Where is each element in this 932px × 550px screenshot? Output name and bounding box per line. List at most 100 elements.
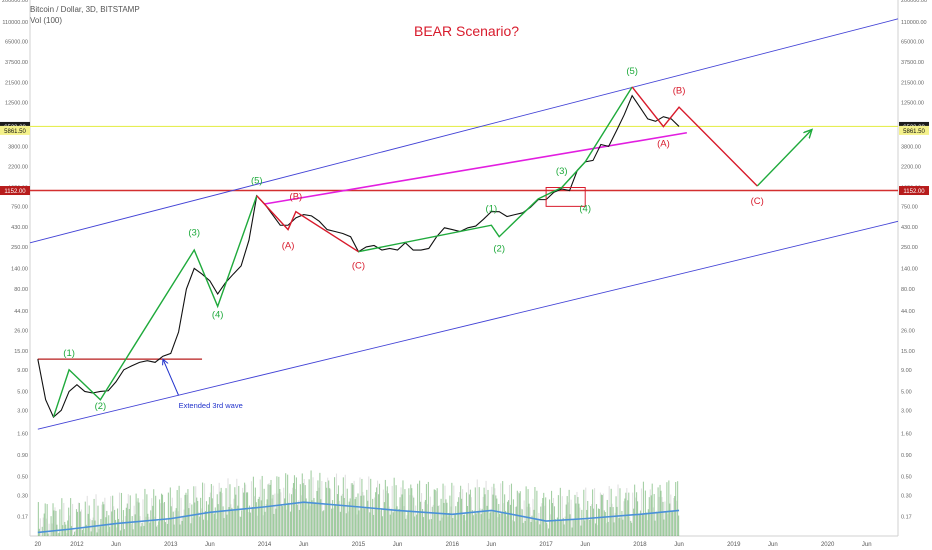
volume-bar bbox=[470, 497, 472, 536]
volume-bar bbox=[150, 510, 152, 536]
volume-bar bbox=[280, 492, 282, 536]
volume-bar bbox=[536, 490, 538, 536]
volume-bar bbox=[600, 494, 602, 536]
volume-bar bbox=[475, 513, 477, 536]
x-tick-label: Jun bbox=[674, 542, 684, 548]
y-tick-label-left: 5.00 bbox=[17, 389, 28, 395]
volume-bar bbox=[605, 523, 607, 536]
volume-bar bbox=[398, 508, 400, 536]
volume-bar bbox=[72, 503, 74, 536]
volume-bar bbox=[91, 520, 93, 536]
volume-bar bbox=[219, 491, 221, 536]
volume-bar bbox=[215, 518, 217, 536]
volume-bar bbox=[99, 526, 101, 536]
y-tick-label-left: 65000.00 bbox=[5, 40, 28, 46]
volume-bar bbox=[57, 533, 59, 536]
volume-bar bbox=[473, 510, 475, 536]
volume-bar bbox=[260, 500, 262, 536]
volume-bar bbox=[510, 483, 513, 536]
volume-bar bbox=[647, 509, 649, 536]
y-tick-label-right: 3.00 bbox=[901, 408, 912, 414]
y-tick-label-left: 0.50 bbox=[17, 475, 28, 481]
volume-bar bbox=[654, 520, 656, 536]
volume-bar bbox=[334, 504, 337, 536]
volume-bar bbox=[446, 502, 448, 536]
volume-bar bbox=[329, 488, 331, 536]
volume-bar bbox=[306, 509, 308, 536]
x-tick-label: Jun bbox=[768, 542, 778, 548]
volume-bar bbox=[506, 516, 508, 536]
volume-bar bbox=[371, 507, 373, 536]
volume-bar bbox=[131, 516, 133, 536]
volume-bar bbox=[639, 510, 642, 536]
volume-bar bbox=[100, 518, 102, 536]
volume-bar bbox=[52, 503, 54, 536]
volume-bar bbox=[589, 519, 591, 536]
volume-bar bbox=[417, 483, 419, 536]
volume-bar bbox=[444, 485, 446, 536]
volume-bar bbox=[638, 513, 641, 536]
volume-bar bbox=[142, 499, 144, 536]
volume-bar bbox=[302, 483, 304, 536]
volume-bar bbox=[94, 520, 96, 536]
volume-bar bbox=[432, 504, 434, 536]
volume-bar bbox=[652, 507, 654, 536]
chart-title: BEAR Scenario? bbox=[414, 23, 520, 39]
volume-bar bbox=[481, 508, 483, 536]
volume-bar bbox=[530, 521, 532, 536]
volume-bar bbox=[170, 506, 172, 536]
volume-bar bbox=[516, 490, 518, 536]
volume-bar bbox=[133, 505, 135, 536]
volume-bar bbox=[660, 490, 662, 536]
volume-bar bbox=[323, 510, 325, 536]
volume-bar bbox=[269, 484, 271, 536]
volume-bar bbox=[487, 489, 489, 536]
volume-bar bbox=[305, 498, 307, 536]
volume-bar bbox=[139, 516, 141, 536]
volume-bar bbox=[237, 505, 239, 536]
volume-bar bbox=[453, 485, 455, 536]
volume-bar bbox=[412, 495, 414, 536]
volume-bar bbox=[661, 497, 663, 536]
volume-bar bbox=[517, 492, 519, 536]
volume-bar bbox=[386, 486, 388, 536]
volume-bar bbox=[119, 530, 122, 536]
volume-bar bbox=[357, 493, 359, 536]
volume-bar bbox=[223, 518, 225, 536]
volume-bar bbox=[155, 495, 157, 536]
volume-bar bbox=[354, 499, 356, 536]
volume-bar bbox=[543, 492, 545, 536]
volume-bar bbox=[345, 513, 347, 536]
volume-bar bbox=[451, 482, 453, 536]
volume-bar bbox=[241, 510, 243, 536]
volume-bar bbox=[653, 494, 655, 536]
volume-bar bbox=[318, 487, 320, 536]
volume-bar bbox=[116, 527, 118, 536]
volume-bar bbox=[362, 491, 364, 536]
volume-bar bbox=[238, 485, 240, 536]
volume-bar bbox=[39, 518, 41, 536]
price-tag-bg-right bbox=[899, 186, 929, 196]
channel-line-1 bbox=[37, 220, 899, 430]
volume-bar bbox=[147, 513, 149, 536]
volume-bar bbox=[675, 482, 677, 536]
volume-bar bbox=[181, 520, 183, 536]
volume-bar bbox=[53, 510, 55, 536]
y-tick-label-right: 0.50 bbox=[901, 475, 912, 481]
volume-bar bbox=[185, 492, 187, 536]
y-tick-label-right: 44.00 bbox=[901, 309, 915, 315]
volume-bar bbox=[670, 494, 672, 536]
volume-bar bbox=[620, 517, 622, 536]
volume-bar bbox=[535, 521, 537, 536]
volume-bar bbox=[339, 511, 341, 536]
volume-bar bbox=[629, 516, 631, 536]
y-tick-label-right: 1.60 bbox=[901, 432, 912, 438]
volume-bar bbox=[545, 497, 547, 536]
volume-bar bbox=[572, 519, 574, 536]
volume-bar bbox=[490, 511, 492, 536]
volume-bar bbox=[115, 519, 117, 536]
volume-bar bbox=[502, 481, 504, 536]
volume-bar bbox=[603, 510, 605, 536]
